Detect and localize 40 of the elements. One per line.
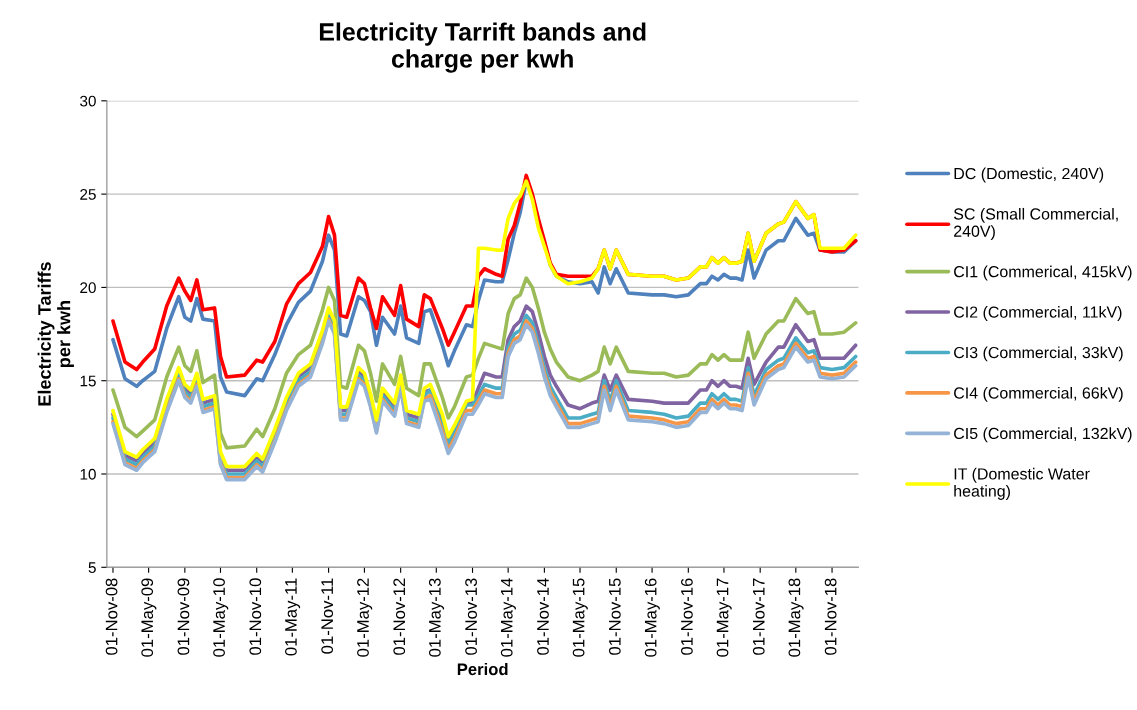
x-tick-label: 01-May-09 xyxy=(141,578,157,657)
y-tick-label: 15 xyxy=(80,375,96,387)
legend-label: DC (Domestic, 240V) xyxy=(954,167,1104,183)
x-tick-label: 01-May-12 xyxy=(357,578,373,657)
x-tick-label: 01-Nov-09 xyxy=(177,578,190,655)
x-tick-label: 01-Nov-18 xyxy=(824,578,837,655)
y-tick-label: 25 xyxy=(80,188,96,200)
y-tick-label: 10 xyxy=(80,468,96,480)
x-tick-label: 01-Nov-11 xyxy=(321,578,334,654)
y-tick-label: 20 xyxy=(80,282,96,294)
legend-label: CI4 (Commercial, 66kV) xyxy=(954,386,1123,402)
x-tick-label: 01-Nov-10 xyxy=(249,578,262,655)
x-tick-label: 01-Nov-13 xyxy=(465,578,477,655)
legend-label: CI3 (Commercial, 33kV) xyxy=(954,346,1123,362)
x-tick-label: 01-May-15 xyxy=(572,578,588,657)
y-tick-label: 30 xyxy=(80,95,96,107)
legend-label: CI5 (Commercial, 132kV) xyxy=(954,427,1132,443)
y-axis-title: Electricity Tariffs per kwh xyxy=(37,262,74,406)
x-tick-label: 01-Nov-08 xyxy=(105,578,118,655)
x-tick-label: 01-May-11 xyxy=(285,578,301,656)
legend-label: CI2 (Commercial, 11kV) xyxy=(954,306,1122,321)
x-tick-label: 01-Nov-16 xyxy=(680,578,693,655)
legend-label: CI1 (Commerical, 415kV) xyxy=(954,265,1132,281)
x-tick-label: 01-May-14 xyxy=(500,578,516,657)
x-tick-label: 01-May-13 xyxy=(428,578,445,657)
legend-label: SC (Small Commercial, 240V) xyxy=(953,207,1118,241)
x-axis-title: Period xyxy=(457,662,508,676)
x-tick-label: 01-May-10 xyxy=(213,578,229,657)
line-series xyxy=(111,179,858,469)
x-tick-label: 01-May-16 xyxy=(644,578,660,657)
x-tick-label: 01-May-18 xyxy=(788,578,804,657)
line-series xyxy=(111,276,858,450)
x-tick-label: 01-Nov-17 xyxy=(752,578,765,655)
y-tick-label: 5 xyxy=(88,562,96,573)
x-tick-label: 01-May-17 xyxy=(716,578,732,657)
legend-label: IT (Domestic Water heating) xyxy=(954,467,1090,500)
x-tick-label: 01-Nov-15 xyxy=(608,578,621,655)
x-tick-label: 01-Nov-14 xyxy=(537,578,549,655)
chart-title: Electricity Tarrift bands and charge per kwh xyxy=(319,22,646,73)
x-tick-label: 01-Nov-12 xyxy=(393,578,406,655)
